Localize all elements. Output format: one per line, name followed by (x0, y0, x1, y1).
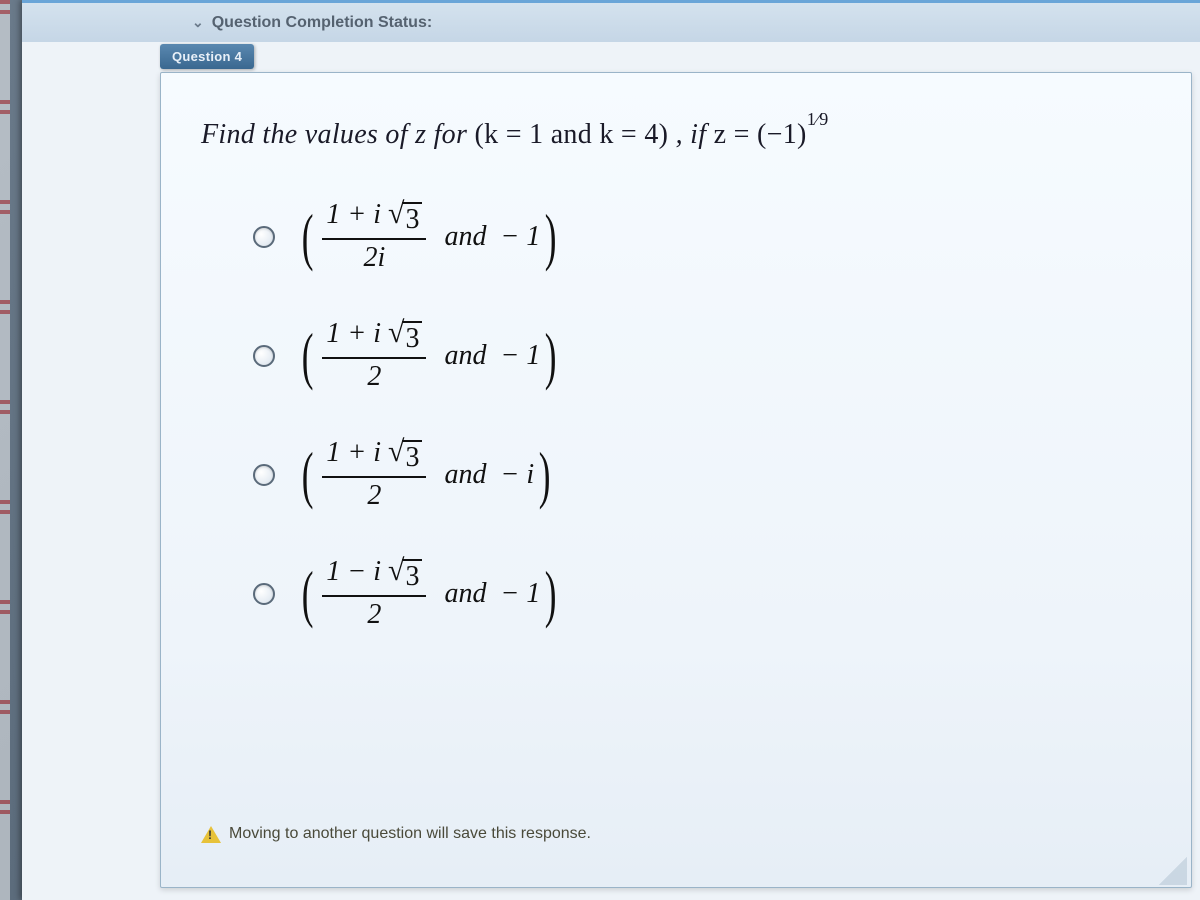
answer-option[interactable]: ( 1 + i √3 2i and − 1 ) (253, 199, 1151, 274)
resize-grip-icon (1159, 857, 1187, 885)
opt-joiner: and (444, 459, 486, 491)
question-number-tab[interactable]: Question 4 (160, 44, 254, 69)
opt-num-a: 1 − i (326, 556, 381, 587)
answer-option[interactable]: ( 1 + i √3 2 and − 1 ) (253, 318, 1151, 393)
opt-joiner: and (444, 340, 486, 372)
prompt-mid: , if (676, 119, 714, 150)
radio-icon[interactable] (253, 583, 275, 605)
answer-option[interactable]: ( 1 − i √3 2 and − 1 ) (253, 556, 1151, 631)
question-prompt: Find the values of z for (k = 1 and k = … (201, 109, 1151, 151)
opt-den: 2 (363, 478, 385, 512)
opt-num-a: 1 + i (326, 318, 381, 349)
save-response-note: Moving to another question will save thi… (201, 825, 591, 843)
prompt-prefix: Find the values of z for (201, 119, 474, 150)
completion-status-bar: ⌄ Question Completion Status: (22, 0, 1200, 42)
option-math: ( 1 + i √3 2 and − 1 ) (297, 318, 562, 393)
radio-icon[interactable] (253, 226, 275, 248)
opt-second: − 1 (500, 221, 540, 253)
option-math: ( 1 + i √3 2 and − i ) (297, 437, 555, 512)
opt-num-rad: 3 (402, 559, 422, 593)
opt-second: − 1 (500, 578, 540, 610)
radio-icon[interactable] (253, 345, 275, 367)
option-math: ( 1 − i √3 2 and − 1 ) (297, 556, 562, 631)
question-number-label: Question 4 (172, 49, 242, 64)
opt-num-rad: 3 (402, 440, 422, 474)
prompt-z-lhs: z = (−1) (714, 119, 807, 150)
quiz-window: ⌄ Question Completion Status: Question 4… (22, 0, 1200, 900)
radio-icon[interactable] (253, 464, 275, 486)
answer-options: ( 1 + i √3 2i and − 1 ) (253, 199, 1151, 631)
opt-num-rad: 3 (402, 202, 422, 236)
opt-joiner: and (444, 578, 486, 610)
answer-option[interactable]: ( 1 + i √3 2 and − i ) (253, 437, 1151, 512)
opt-den: 2i (360, 240, 390, 274)
warning-icon (201, 826, 221, 843)
prompt-k-values: (k = 1 and k = 4) (474, 119, 668, 150)
option-math: ( 1 + i √3 2i and − 1 ) (297, 199, 562, 274)
opt-num-rad: 3 (402, 321, 422, 355)
completion-status-label: Question Completion Status: (212, 14, 432, 32)
opt-num-a: 1 + i (326, 437, 381, 468)
opt-second: − 1 (500, 340, 540, 372)
chevron-down-icon[interactable]: ⌄ (192, 14, 204, 31)
prompt-z-exponent: 1⁄9 (807, 109, 829, 130)
opt-second: − i (500, 459, 534, 491)
save-response-text: Moving to another question will save thi… (229, 825, 591, 843)
notebook-spiral-edge (0, 0, 10, 900)
opt-num-a: 1 + i (326, 199, 381, 230)
question-card: Find the values of z for (k = 1 and k = … (160, 72, 1192, 888)
opt-den: 2 (363, 597, 385, 631)
opt-den: 2 (363, 359, 385, 393)
opt-joiner: and (444, 221, 486, 253)
